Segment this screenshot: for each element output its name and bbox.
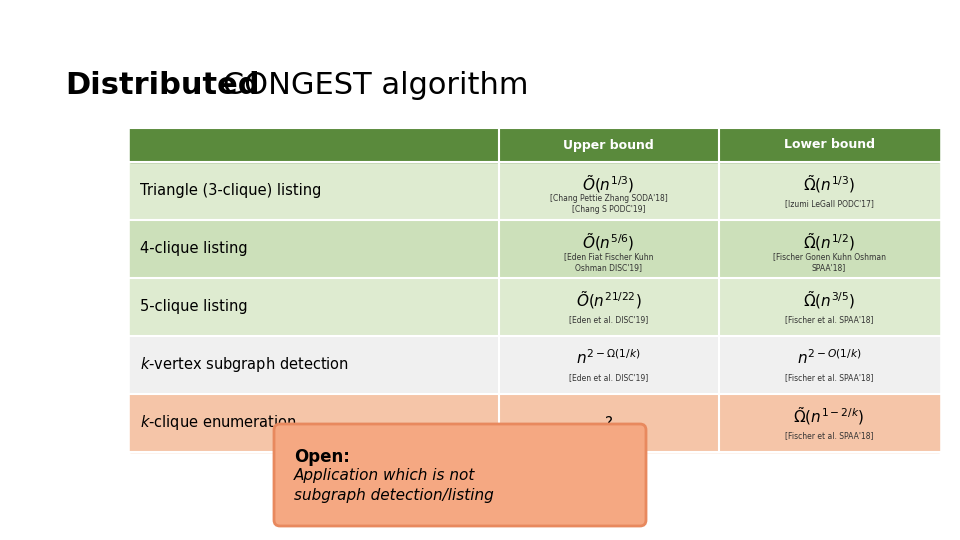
Text: $k$-clique enumeration: $k$-clique enumeration [140, 414, 297, 433]
Text: $\tilde{\Omega}(n^{1/2})$: $\tilde{\Omega}(n^{1/2})$ [804, 231, 855, 253]
Text: CONGEST algorithm: CONGEST algorithm [213, 71, 529, 99]
Bar [498, 220, 719, 278]
Bar [498, 128, 719, 162]
Text: Lower bound: Lower bound [783, 138, 875, 152]
Text: 4-clique listing: 4-clique listing [140, 241, 248, 256]
Bar [498, 278, 719, 336]
Text: $\tilde{\Omega}(n^{3/5})$: $\tilde{\Omega}(n^{3/5})$ [803, 289, 855, 311]
Bar [719, 394, 939, 452]
Text: $n^{2-\Omega(1/k)}$: $n^{2-\Omega(1/k)}$ [577, 349, 641, 367]
Text: $\tilde{\Omega}(n^{1-2/k})$: $\tilde{\Omega}(n^{1-2/k})$ [793, 405, 865, 427]
Text: [Eden et al. DISC'19]: [Eden et al. DISC'19] [569, 373, 648, 382]
Text: $\tilde{O}(n^{1/3})$: $\tilde{O}(n^{1/3})$ [583, 173, 635, 195]
Bar [130, 128, 498, 162]
Text: $\tilde{O}(n^{21/22})$: $\tilde{O}(n^{21/22})$ [576, 289, 641, 311]
Text: [Fischer et al. SPAA'18]: [Fischer et al. SPAA'18] [784, 315, 874, 324]
Text: Open:: Open: [294, 448, 349, 466]
Bar [719, 278, 939, 336]
Text: Distributed: Distributed [65, 71, 259, 99]
Text: $k$-vertex subgraph detection: $k$-vertex subgraph detection [140, 355, 349, 375]
Text: $\tilde{\Omega}(n^{1/3})$: $\tilde{\Omega}(n^{1/3})$ [803, 173, 855, 195]
Bar [719, 336, 939, 394]
Text: Triangle (3-clique) listing: Triangle (3-clique) listing [140, 184, 322, 199]
Bar [130, 336, 498, 394]
Text: [Izumi LeGall PODC'17]: [Izumi LeGall PODC'17] [784, 199, 874, 208]
Bar [498, 394, 719, 452]
Text: [Chang Pettie Zhang SODA'18]
[Chang S PODC'19]: [Chang Pettie Zhang SODA'18] [Chang S PO… [550, 194, 667, 214]
Text: [Fischer Gonen Kuhn Oshman
SPAA'18]: [Fischer Gonen Kuhn Oshman SPAA'18] [773, 252, 885, 272]
Bar [719, 128, 939, 162]
Bar [498, 162, 719, 220]
Bar [719, 162, 939, 220]
Text: ?: ? [605, 415, 612, 430]
Text: [Fischer et al. SPAA'18]: [Fischer et al. SPAA'18] [784, 373, 874, 382]
Text: 5-clique listing: 5-clique listing [140, 300, 248, 314]
Text: $\tilde{O}(n^{5/6})$: $\tilde{O}(n^{5/6})$ [583, 231, 635, 253]
Text: Upper bound: Upper bound [564, 138, 654, 152]
Text: [Eden et al. DISC'19]: [Eden et al. DISC'19] [569, 315, 648, 324]
Bar [719, 220, 939, 278]
Bar [130, 162, 498, 220]
Bar [130, 394, 498, 452]
Text: Application which is not
subgraph detection/listing: Application which is not subgraph detect… [294, 468, 493, 503]
Bar [498, 336, 719, 394]
Text: [Eden Fiat Fischer Kuhn
Oshman DISC'19]: [Eden Fiat Fischer Kuhn Oshman DISC'19] [564, 252, 654, 272]
Text: [Fischer et al. SPAA'18]: [Fischer et al. SPAA'18] [784, 431, 874, 440]
Bar [130, 278, 498, 336]
FancyBboxPatch shape [274, 424, 646, 526]
Text: $n^{2-O(1/k)}$: $n^{2-O(1/k)}$ [797, 349, 861, 367]
Bar [130, 220, 498, 278]
